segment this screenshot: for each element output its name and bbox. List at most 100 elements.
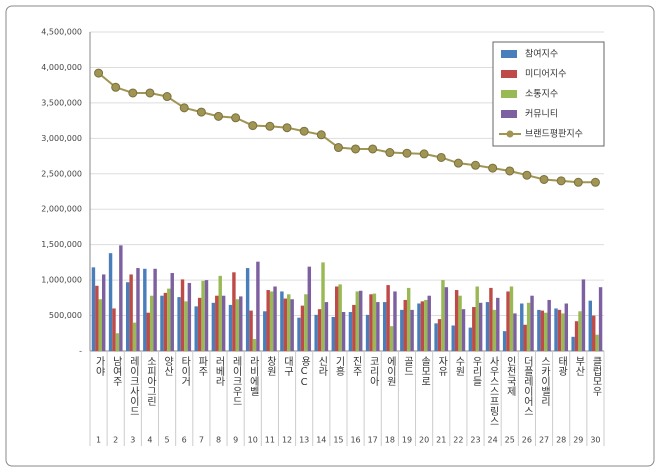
legend-swatch xyxy=(501,50,517,58)
y-tick-label: 2,000,000 xyxy=(41,205,82,214)
line-marker xyxy=(556,176,566,186)
rank-label: 29 xyxy=(573,436,583,445)
bar xyxy=(417,303,421,351)
y-tick-label: 3,500,000 xyxy=(41,98,82,107)
bar xyxy=(287,294,291,351)
rank-label: 3 xyxy=(130,436,135,445)
bar xyxy=(266,290,270,351)
bar xyxy=(355,291,359,351)
x-tick-label: 남여주 xyxy=(110,356,122,387)
bar xyxy=(218,275,222,351)
line-marker xyxy=(248,121,258,131)
rank-label: 28 xyxy=(556,436,566,445)
bar xyxy=(352,304,356,351)
x-tick-label: 레이크사이드 xyxy=(127,356,139,416)
bar xyxy=(321,262,325,351)
bar xyxy=(561,313,565,351)
line-marker xyxy=(299,126,309,136)
x-tick-label: 레이크우드 xyxy=(230,356,242,406)
bar xyxy=(441,280,445,351)
line-marker xyxy=(214,111,223,121)
bar xyxy=(496,297,500,351)
bar xyxy=(523,324,527,351)
x-tick-label: 에이원 xyxy=(384,356,396,386)
rank-label: 22 xyxy=(453,436,463,445)
bar xyxy=(228,304,233,351)
bar xyxy=(249,310,253,351)
bar xyxy=(595,334,599,351)
bar xyxy=(458,295,462,351)
legend-label: 참여지수 xyxy=(525,48,558,60)
x-tick-label: 스카이밸리 xyxy=(539,356,551,407)
x-tick-label: 신라 xyxy=(316,356,328,377)
bar xyxy=(410,309,414,351)
legend-label: 브랜드평판지수 xyxy=(525,129,583,140)
bar xyxy=(513,313,517,351)
bar xyxy=(382,302,387,351)
line-marker xyxy=(522,170,532,180)
bar xyxy=(406,287,411,351)
line-marker xyxy=(265,121,275,131)
x-tick-label: 용CC xyxy=(299,356,311,388)
x-tick-label: 진주 xyxy=(350,356,362,377)
line-marker xyxy=(282,123,292,133)
bar xyxy=(578,311,582,351)
bar xyxy=(280,291,284,351)
line-marker xyxy=(111,82,121,92)
bar xyxy=(91,267,96,351)
line-marker xyxy=(162,92,172,102)
bar xyxy=(571,336,575,351)
bar xyxy=(520,303,524,351)
x-tick-label: 우리들 xyxy=(470,356,482,386)
bar xyxy=(304,294,308,351)
line-marker xyxy=(453,158,463,168)
bar xyxy=(574,321,579,351)
bar xyxy=(376,302,380,351)
line-marker xyxy=(179,103,189,113)
bar xyxy=(211,302,216,351)
bar xyxy=(598,287,603,351)
rank-label: 7 xyxy=(199,436,204,445)
rank-label: 11 xyxy=(265,436,275,445)
rank-label: 12 xyxy=(282,436,292,445)
rank-label: 2 xyxy=(113,436,118,445)
bar xyxy=(184,301,188,351)
bar xyxy=(502,331,507,351)
bar xyxy=(201,280,205,351)
legend-swatch xyxy=(501,110,517,118)
bar xyxy=(235,299,240,351)
bar xyxy=(163,292,168,351)
line-marker xyxy=(539,174,549,184)
bar xyxy=(581,279,586,351)
line-marker xyxy=(505,166,515,176)
bar xyxy=(537,309,541,351)
y-tick-label: 3,000,000 xyxy=(41,134,82,143)
bar xyxy=(256,261,260,351)
bar xyxy=(290,299,294,351)
bar xyxy=(245,268,250,351)
bar xyxy=(451,325,455,351)
bar xyxy=(232,272,236,351)
bar xyxy=(300,305,305,351)
legend-marker xyxy=(506,130,514,138)
x-tick-label: 타이거 xyxy=(179,356,191,387)
bar xyxy=(98,299,102,351)
bar xyxy=(420,301,425,351)
x-tick-label: 코리아 xyxy=(367,356,379,387)
bar xyxy=(434,323,438,351)
rank-label: 17 xyxy=(368,436,378,445)
line-marker xyxy=(402,148,412,158)
bar xyxy=(386,285,390,351)
bar xyxy=(317,309,322,351)
bar xyxy=(530,295,534,351)
bar xyxy=(129,274,133,351)
bar xyxy=(108,253,113,351)
line-marker xyxy=(128,88,138,98)
rank-label: 15 xyxy=(333,436,343,445)
rank-label: 16 xyxy=(350,436,360,445)
y-tick-label: 4,500,000 xyxy=(41,28,82,37)
bar xyxy=(427,295,431,351)
line-marker xyxy=(419,149,429,159)
bar xyxy=(125,282,130,351)
line-marker xyxy=(436,152,446,162)
